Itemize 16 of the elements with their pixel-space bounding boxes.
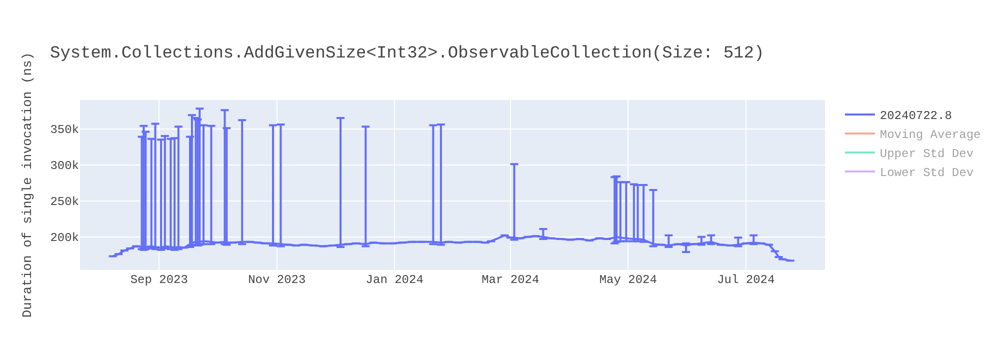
y-tick-label: 350k [50, 123, 79, 138]
legend-label: Upper Std Dev [880, 147, 974, 162]
x-tick-label: Jul 2024 [717, 273, 775, 287]
y-tick-label: 200k [50, 231, 79, 246]
legend-label: Lower Std Dev [880, 166, 974, 180]
y-tick-label: 250k [50, 195, 79, 210]
x-tick-label: Nov 2023 [248, 273, 306, 287]
x-tick-label: Sep 2023 [130, 273, 188, 287]
legend-label: 20240722.8 [880, 109, 952, 124]
y-axis-title: Duration of single invocation (ns) [20, 52, 36, 318]
legend-label: Moving Average [880, 128, 981, 142]
y-tick-label: 300k [50, 159, 79, 174]
x-tick-label: May 2024 [599, 273, 657, 287]
x-tick-label: Mar 2024 [482, 273, 540, 287]
x-tick-label: Jan 2024 [366, 273, 424, 287]
chart-title: System.Collections.AddGivenSize<Int32>.ObservableCollection(Size: 512) [50, 44, 764, 64]
